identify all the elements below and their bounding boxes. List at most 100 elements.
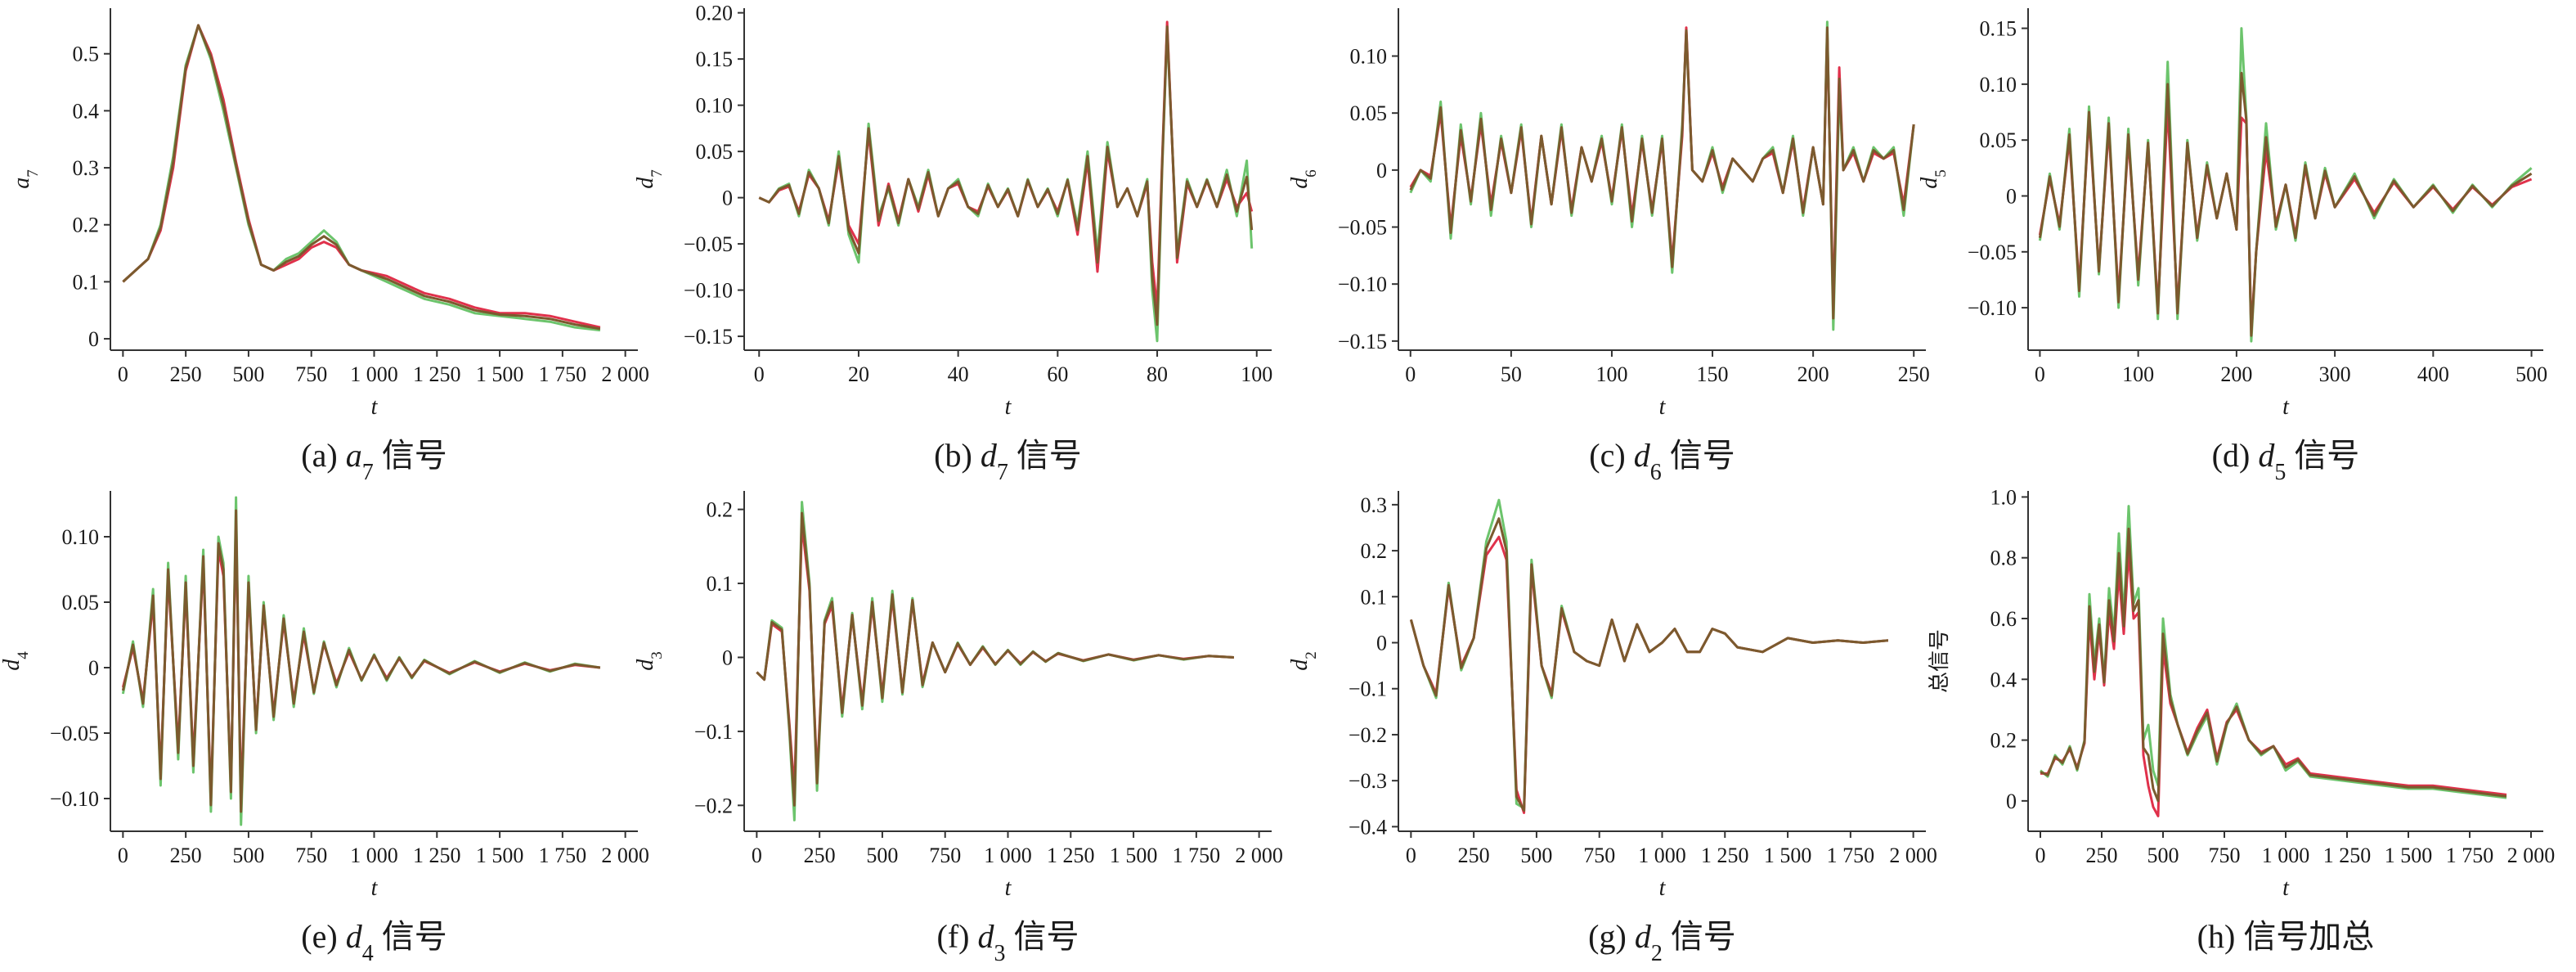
y-tick-label: −0.2 [694,794,733,817]
series-line-overlap [2038,71,2533,337]
x-tick-label: 500 [232,362,264,386]
caption-suffix: 信号 [374,437,447,474]
x-tick-label: 750 [2209,844,2241,867]
x-tick-label: 0 [752,844,762,867]
chart-panel-a: 0 250 500 750 1 000 1 250 1 500 1 750 2 000 0 0.1 0… [9,8,649,485]
y-tick-label: 0.4 [1990,668,2017,691]
caption-prefix: (f) [937,918,978,955]
y-axis-label-main: 总信号 [1928,629,1951,693]
x-tick-label: 0 [118,362,128,386]
y-tick-label: 0.5 [73,43,100,66]
x-tick-label: 1 250 [413,362,461,386]
y-tick-label: −0.15 [684,325,733,349]
y-axis-label-sub: 2 [1303,651,1320,659]
x-tick-label: 500 [866,844,898,867]
y-tick-label: 0.3 [1361,493,1388,517]
y-axis-label: d5 [1917,169,1950,189]
x-tick-label: 1 000 [350,844,398,867]
y-tick-label: −0.15 [1338,330,1387,353]
y-tick-label: 0.05 [696,140,734,164]
y-tick-label: 0 [2006,184,2017,208]
x-tick-label: 1 250 [2323,844,2372,867]
panel-caption: (a) a7 信号 [301,437,447,485]
x-tick-label: 0 [1405,362,1416,386]
x-tick-label: 1 750 [1827,844,1875,867]
x-tick-label: 0 [1406,844,1416,867]
caption-variable: d [1634,437,1651,474]
x-tick-label: 50 [1501,362,1522,386]
y-tick-label: −0.1 [694,720,733,744]
x-tick-label: 2 000 [601,362,649,386]
y-tick-label: 0.1 [73,270,100,294]
y-tick-label: 0.3 [73,156,100,180]
x-tick-label: 0 [754,362,765,386]
x-tick-label: 500 [1520,844,1552,867]
x-tick-label: 500 [2515,362,2547,386]
y-tick-label: −0.3 [1349,769,1387,793]
x-axis-label: t [371,875,379,901]
chart-panel-e: 0 250 500 750 1 000 1 250 1 500 1 750 2 000 −0.10… [0,491,649,966]
series-line-overlap [1409,26,1915,320]
series-line-green [756,501,1234,821]
x-tick-label: 60 [1047,362,1068,386]
series-line-overlap [122,24,601,331]
x-tick-label: 1 500 [1764,844,1812,867]
x-axis-label: t [2282,875,2290,901]
y-tick-label: −0.10 [684,279,733,303]
y-axis-label: a7 [9,169,42,189]
y-tick-label: −0.05 [684,232,733,256]
caption-prefix: (d) [2212,437,2259,474]
caption-subscript: 7 [362,460,374,485]
caption-subscript: 6 [1650,460,1662,485]
series-line-green [122,24,601,332]
panel-caption: (g) d2 信号 [1588,918,1736,966]
y-axis-label: d7 [633,169,666,189]
y-tick-label: 0.4 [73,99,100,123]
y-axis-label-main: d [1287,659,1313,671]
x-tick-label: 40 [948,362,969,386]
y-tick-label: 0 [722,646,733,669]
y-axis-label-sub: 3 [648,651,666,659]
chart-panel-g: 0 250 500 750 1 000 1 250 1 500 1 750 2 000 −0.4 −… [1287,491,1937,966]
y-tick-label: 0 [1376,632,1387,655]
caption-variable: d [981,437,998,474]
caption-variable: d [1635,918,1652,955]
x-tick-label: 2 000 [601,844,649,867]
y-tick-label: 0.05 [1350,101,1388,125]
y-tick-label: 0.10 [1350,45,1388,69]
y-axis-label-main: d [633,177,658,189]
caption-prefix: (c) [1589,437,1633,474]
y-axis-label-main: d [633,659,658,671]
x-tick-label: 400 [2417,362,2449,386]
x-tick-label: 0 [2035,362,2045,386]
x-tick-label: 1 750 [539,844,587,867]
x-axis-label: t [1005,875,1012,901]
y-tick-label: 0.10 [1980,73,2017,97]
x-tick-label: 1 250 [1047,844,1095,867]
x-axis-label: t [371,394,379,420]
x-tick-label: 0 [118,844,128,867]
x-tick-label: 200 [2220,362,2252,386]
y-tick-label: 0.1 [1361,585,1388,609]
caption-suffix: 信号 [2286,437,2359,474]
panel-caption: (b) d7 信号 [934,437,1082,485]
y-tick-label: 0.15 [696,47,734,71]
y-tick-label: −0.4 [1349,815,1387,839]
caption-suffix: 信号加总 [2243,918,2374,955]
y-tick-label: 0.2 [707,498,734,522]
caption-prefix: (h) [2197,918,2244,955]
caption-suffix: 信号 [1662,437,1735,474]
x-tick-label: 500 [2147,844,2179,867]
x-tick-label: 2 000 [2507,844,2556,867]
y-tick-label: −0.1 [1349,677,1387,701]
caption-subscript: 2 [1651,941,1663,966]
panel-caption: (c) d6 信号 [1589,437,1735,485]
y-axis-label-sub: 7 [25,169,42,178]
y-tick-label: 0 [722,187,733,210]
y-axis-label-main: d [1287,177,1313,189]
y-axis-label: d6 [1287,169,1320,189]
caption-prefix: (e) [301,918,345,955]
x-tick-label: 1 500 [1110,844,1158,867]
y-tick-label: −0.05 [1338,216,1387,240]
x-tick-label: 250 [170,844,202,867]
